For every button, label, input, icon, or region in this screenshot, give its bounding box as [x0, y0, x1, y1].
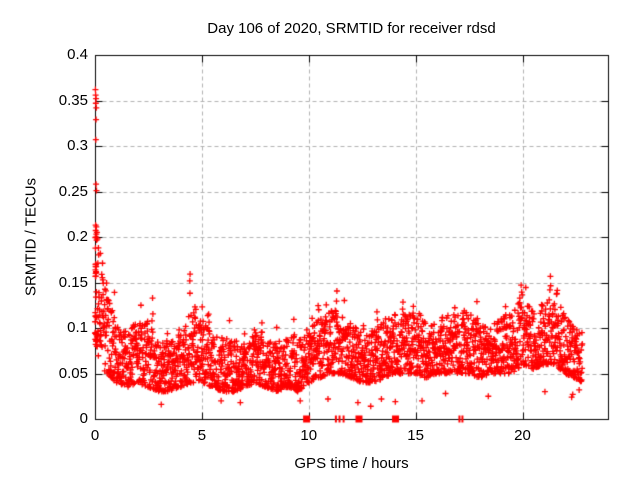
y-tick-label: 0.2: [67, 228, 88, 245]
y-tick-label: 0: [79, 410, 88, 427]
y-tick-label: 0.15: [58, 273, 88, 291]
x-tick-label: 20: [514, 427, 531, 444]
x-axis-label: GPS time / hours: [294, 455, 409, 472]
y-tick-label: 0.35: [58, 91, 88, 109]
x-tick-label: 15: [407, 427, 424, 444]
y-tick-label: 0.05: [58, 364, 88, 382]
y-tick-label: 0.4: [67, 46, 88, 63]
x-tick-label: 0: [90, 427, 100, 444]
y-tick-label: 0.1: [67, 319, 88, 336]
chart-title: Day 106 of 2020, SRMTID for receiver rds…: [207, 20, 496, 37]
x-tick-label: 10: [300, 427, 318, 444]
y-tick-label: 0.25: [58, 182, 88, 200]
x-tick-label: 5: [197, 427, 207, 444]
y-tick-label: 0.3: [67, 137, 88, 154]
